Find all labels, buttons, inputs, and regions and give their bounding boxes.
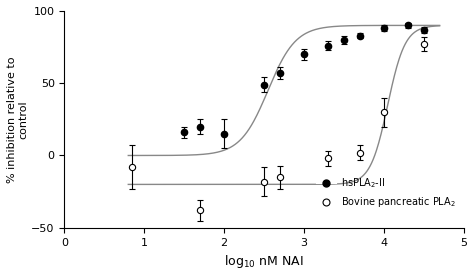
Legend: hsPLA$_2$-II, Bovine pancreatic PLA$_2$: hsPLA$_2$-II, Bovine pancreatic PLA$_2$ (314, 174, 459, 212)
X-axis label: log$_{10}$ nM NAI: log$_{10}$ nM NAI (224, 253, 304, 270)
Y-axis label: % inhibition relative to
control: % inhibition relative to control (7, 56, 28, 183)
